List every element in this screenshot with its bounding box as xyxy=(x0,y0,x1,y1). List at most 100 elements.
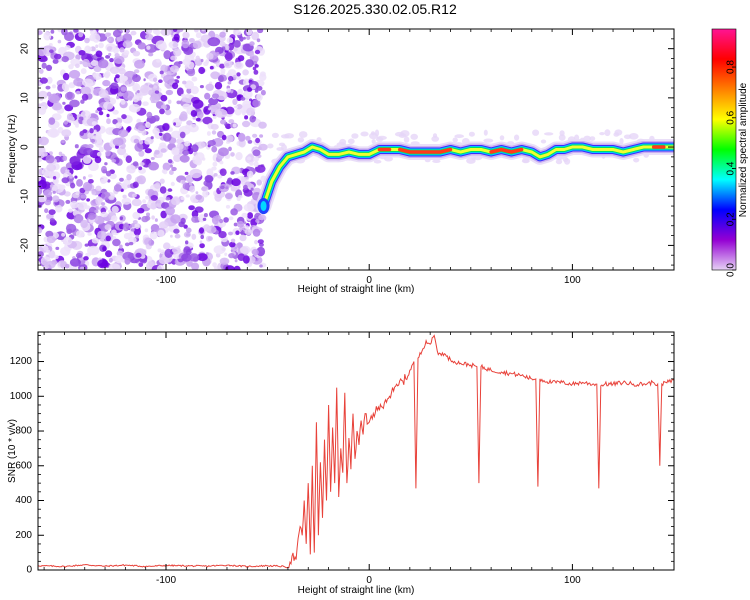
noise-blob xyxy=(120,99,126,105)
noise-blob xyxy=(75,54,81,60)
colorbar-label: Normalized spectral amplitude xyxy=(738,82,749,217)
noise-blob xyxy=(226,177,233,185)
noise-blob xyxy=(75,191,80,196)
noise-blob xyxy=(206,52,214,60)
noise-blob xyxy=(208,107,211,111)
noise-blob xyxy=(132,74,141,83)
noise-blob xyxy=(170,181,175,187)
ridge-halo-speck xyxy=(374,129,380,137)
noise-blob xyxy=(173,153,182,163)
noise-blob xyxy=(45,230,54,238)
noise-blob xyxy=(191,215,200,223)
noise-blob xyxy=(118,68,126,75)
noise-blob xyxy=(96,107,103,112)
noise-blob xyxy=(38,105,47,115)
noise-blob xyxy=(135,234,139,239)
noise-blob xyxy=(41,62,47,69)
noise-blob xyxy=(134,222,140,230)
noise-blob xyxy=(64,91,75,101)
noise-blob xyxy=(252,66,257,71)
noise-blob xyxy=(160,148,167,153)
noise-blob xyxy=(199,85,204,89)
noise-blob xyxy=(84,37,90,44)
ridge-halo-speck xyxy=(468,131,475,137)
noise-blob xyxy=(207,236,213,242)
noise-blob xyxy=(145,195,150,200)
noise-blob xyxy=(249,162,254,166)
noise-blob xyxy=(202,116,213,125)
noise-blob xyxy=(167,159,173,164)
noise-blob xyxy=(146,212,150,217)
noise-blob xyxy=(200,234,204,240)
noise-blob xyxy=(178,213,188,221)
noise-blob xyxy=(86,198,90,202)
noise-blob xyxy=(143,78,146,82)
noise-blob xyxy=(252,149,261,157)
noise-blob xyxy=(124,242,130,247)
noise-blob xyxy=(255,218,260,223)
noise-blob xyxy=(70,182,76,189)
noise-blob xyxy=(94,156,102,164)
noise-blob xyxy=(162,169,168,175)
noise-blob xyxy=(155,40,167,50)
noise-blob xyxy=(182,149,190,156)
noise-blob xyxy=(127,184,131,189)
noise-blob xyxy=(112,236,117,240)
noise-blob xyxy=(163,242,171,250)
noise-blob xyxy=(83,147,94,156)
ridge-halo-speck xyxy=(452,137,458,143)
noise-blob xyxy=(109,173,117,180)
noise-blob xyxy=(173,48,182,57)
noise-blob xyxy=(76,179,83,187)
noise-blob xyxy=(119,244,123,249)
noise-blob xyxy=(241,212,248,218)
noise-blob xyxy=(219,41,226,47)
colorbar-tick-label: 0.2 xyxy=(726,212,737,226)
noise-blob xyxy=(258,143,268,151)
noise-blob xyxy=(61,29,68,36)
noise-blob xyxy=(75,252,83,259)
noise-blob xyxy=(62,72,70,81)
ridge-halo-speck xyxy=(360,131,369,137)
noise-blob xyxy=(69,174,73,179)
noise-blob xyxy=(201,186,207,192)
noise-blob xyxy=(87,133,94,139)
noise-blob xyxy=(163,50,172,60)
colorbar-gradient xyxy=(712,29,736,270)
noise-blob xyxy=(225,45,230,50)
noise-blob xyxy=(185,124,190,129)
noise-blob xyxy=(184,171,189,175)
noise-blob xyxy=(218,75,224,83)
noise-blob xyxy=(191,210,199,219)
noise-blob xyxy=(243,36,246,40)
noise-blob xyxy=(90,138,96,143)
noise-blob xyxy=(118,129,129,138)
noise-blob xyxy=(59,246,71,256)
noise-blob xyxy=(44,199,52,206)
ridge-peak-segment xyxy=(489,147,524,154)
noise-blob xyxy=(122,33,133,43)
noise-blob xyxy=(89,128,94,134)
noise-blob xyxy=(80,68,87,75)
noise-blob xyxy=(137,42,146,50)
noise-blob xyxy=(38,151,45,159)
noise-blob xyxy=(105,250,113,258)
noise-blob xyxy=(183,231,191,238)
noise-blob xyxy=(258,214,265,221)
noise-blob xyxy=(100,191,111,200)
noise-blob xyxy=(223,60,233,69)
noise-blob xyxy=(252,133,258,138)
noise-blob xyxy=(158,79,163,83)
noise-blob xyxy=(253,156,259,162)
noise-blob xyxy=(240,230,245,236)
noise-blob xyxy=(190,86,199,95)
noise-blob xyxy=(169,170,174,175)
noise-blob xyxy=(205,83,214,92)
noise-blob xyxy=(80,194,87,199)
noise-blob xyxy=(223,217,229,223)
noise-blob xyxy=(122,194,127,199)
noise-blob xyxy=(94,209,99,214)
noise-blob xyxy=(48,117,56,125)
noise-blob xyxy=(208,97,219,106)
noise-blob xyxy=(63,236,73,246)
